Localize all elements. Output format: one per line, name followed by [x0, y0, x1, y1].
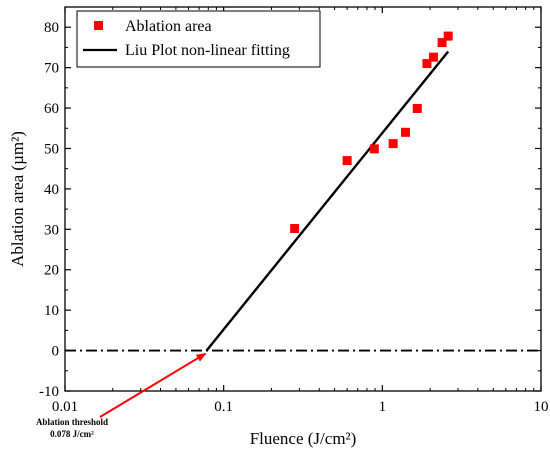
- y-tick-label: 60: [44, 101, 59, 117]
- data-point: [369, 144, 379, 154]
- legend-label-points: Ablation area: [125, 18, 212, 35]
- legend-label-fit: Liu Plot non-linear fitting: [125, 42, 290, 59]
- annotation-arrow: [99, 352, 207, 418]
- y-tick-label: 40: [44, 182, 59, 198]
- y-tick-label: 50: [44, 141, 59, 157]
- x-axis-label: Fluence (J/cm²): [250, 429, 357, 448]
- data-point: [290, 224, 300, 234]
- data-point: [422, 59, 432, 69]
- x-tick-label: 0.01: [52, 399, 78, 415]
- plot-frame: [64, 6, 542, 392]
- fit-line: [205, 50, 450, 352]
- y-tick-label: 20: [44, 263, 59, 279]
- data-point: [342, 156, 352, 166]
- y-tick-label: 80: [44, 20, 59, 36]
- y-tick-label: 0: [52, 344, 60, 360]
- y-tick-label: 30: [44, 222, 59, 238]
- y-axis-label: Ablation area (µm²): [8, 131, 27, 267]
- threshold-annotation: Ablation threshold 0.078 J/cm²: [36, 417, 108, 439]
- legend-marker-square: [94, 21, 103, 30]
- data-point: [401, 127, 411, 137]
- x-tick-label: 1: [379, 399, 387, 415]
- annotation-line-1: Ablation threshold: [36, 417, 108, 427]
- annotation-line-2: 0.078 J/cm²: [50, 429, 94, 439]
- y-tick-label: -10: [39, 384, 59, 400]
- data-point: [388, 139, 398, 149]
- data-point: [437, 38, 447, 48]
- data-point: [443, 31, 453, 41]
- legend: Ablation area Liu Plot non-linear fittin…: [76, 10, 321, 68]
- y-tick-label: 70: [44, 61, 59, 77]
- data-point: [428, 52, 438, 62]
- x-tick-label: 0.1: [214, 399, 233, 415]
- legend-box: [76, 10, 321, 68]
- x-tick-label: 10: [534, 399, 549, 415]
- y-tick-label: 10: [44, 303, 59, 319]
- data-point: [412, 103, 422, 113]
